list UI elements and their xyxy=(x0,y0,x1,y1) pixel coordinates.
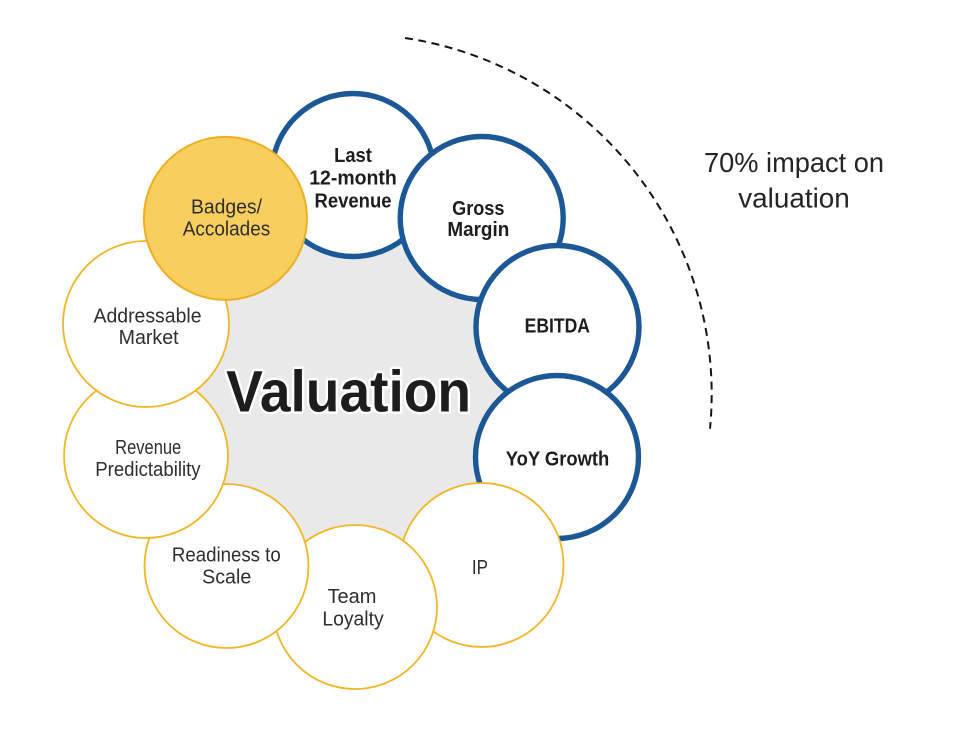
svg-text:Badges/: Badges/ xyxy=(191,195,262,218)
svg-text:valuation: valuation xyxy=(738,183,850,214)
svg-text:Valuation: Valuation xyxy=(226,360,471,425)
svg-text:IP: IP xyxy=(472,556,488,579)
svg-text:Revenue: Revenue xyxy=(115,436,181,459)
svg-text:Margin: Margin xyxy=(447,219,509,241)
svg-text:Team: Team xyxy=(328,585,377,608)
svg-text:70% impact on: 70% impact on xyxy=(704,147,884,178)
svg-text:Scale: Scale xyxy=(202,566,251,589)
svg-text:Accolades: Accolades xyxy=(183,217,271,240)
svg-text:12-month: 12-month xyxy=(309,167,397,189)
svg-text:Readiness to: Readiness to xyxy=(172,544,281,567)
svg-text:Last: Last xyxy=(334,145,372,167)
svg-text:Gross: Gross xyxy=(452,198,504,220)
svg-text:Revenue: Revenue xyxy=(315,191,392,213)
svg-text:Predictability: Predictability xyxy=(95,458,201,481)
svg-text:Loyalty: Loyalty xyxy=(322,607,384,630)
svg-text:Addressable: Addressable xyxy=(94,304,202,327)
svg-text:Market: Market xyxy=(119,326,179,349)
svg-text:YoY Growth: YoY Growth xyxy=(506,449,610,471)
svg-text:EBITDA: EBITDA xyxy=(525,316,590,338)
